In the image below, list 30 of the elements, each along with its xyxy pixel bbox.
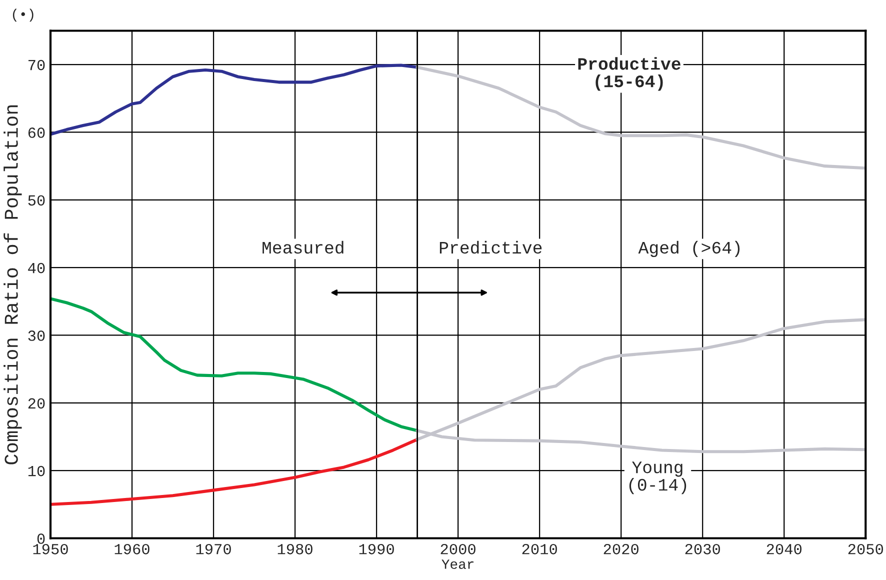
y-tick-label: 60 xyxy=(28,128,45,138)
annotation: Measured xyxy=(262,240,344,254)
annotation: Young (0-14) xyxy=(629,462,686,494)
y-tick-label: 0 xyxy=(37,534,45,544)
y-tick-label: 70 xyxy=(28,60,45,70)
x-tick-label: 2050 xyxy=(848,544,884,554)
y-tick-label: 10 xyxy=(28,466,45,476)
x-tick-label: 1990 xyxy=(359,544,394,554)
x-tick-label: 2040 xyxy=(766,544,802,554)
annotation: Productive (15-64) xyxy=(578,57,680,91)
x-tick-label: 2010 xyxy=(522,544,557,554)
x-tick-label: 2030 xyxy=(685,544,720,554)
x-tick-label: 1970 xyxy=(196,544,231,554)
x-axis-title: Year xyxy=(442,560,474,569)
x-tick-label: 1950 xyxy=(33,544,68,554)
line-series xyxy=(50,297,419,432)
y-tick-label: 30 xyxy=(28,330,45,341)
y-tick-label: 40 xyxy=(28,262,45,274)
line-series xyxy=(50,64,419,136)
x-tick-label: 1980 xyxy=(278,544,312,554)
text: (•) xyxy=(12,8,34,22)
y-tick-label: 50 xyxy=(28,195,45,206)
annotation: Predictive xyxy=(440,240,542,254)
x-tick-label: 2020 xyxy=(604,544,638,554)
y-axis-title: Composition Ratio of Population xyxy=(4,105,22,464)
x-tick-label: 2000 xyxy=(440,544,476,554)
line-series xyxy=(50,438,419,506)
y-tick-label: 20 xyxy=(28,398,45,409)
x-tick-label: 1960 xyxy=(114,544,150,554)
annotation: Aged (>64) xyxy=(638,240,740,258)
